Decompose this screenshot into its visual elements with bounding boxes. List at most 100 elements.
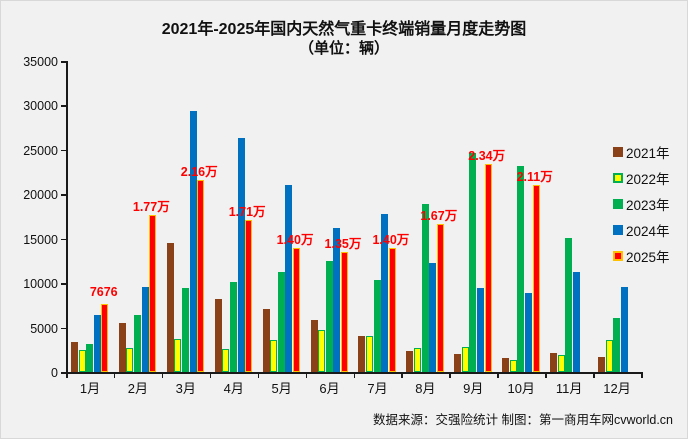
bar-2021年-7月 — [358, 336, 366, 372]
bar-2022年-7月 — [366, 335, 374, 372]
x-axis-tick — [209, 373, 212, 378]
bar-2024年-4月 — [237, 138, 245, 372]
bar-2023年-5月 — [277, 272, 285, 372]
bar-2022年-1月 — [78, 349, 86, 372]
y-axis — [66, 61, 68, 374]
x-axis — [66, 372, 643, 374]
legend-label: 2021年 — [626, 145, 670, 161]
x-axis-tick — [497, 373, 499, 378]
bar-2022年-3月 — [174, 339, 182, 372]
x-axis-tick — [545, 373, 547, 378]
data-label-3月: 2.16万 — [180, 165, 218, 180]
bar-2022年-8月 — [413, 348, 421, 372]
bar-2025年-9月 — [484, 164, 492, 372]
bar-2023年-3月 — [181, 287, 189, 372]
x-axis-category-label: 7月 — [367, 381, 388, 396]
bar-2024年-6月 — [333, 228, 341, 372]
bar-2021年-2月 — [118, 323, 126, 372]
bar-2024年-5月 — [285, 185, 293, 372]
legend-item-2023年: 2023年 — [613, 195, 670, 213]
bar-2021年-11月 — [550, 353, 558, 372]
y-axis-tick-label: 25000 — [23, 143, 58, 158]
bar-2021年-9月 — [454, 354, 462, 372]
x-axis-tick — [641, 373, 643, 378]
data-label-10月: 2.11万 — [516, 169, 553, 184]
x-axis-category-label: 2月 — [127, 381, 148, 396]
y-axis-tick — [61, 105, 66, 107]
bar-2022年-2月 — [126, 348, 134, 372]
bar-2022年-12月 — [605, 340, 613, 372]
x-axis-category-label: 1月 — [79, 381, 101, 396]
y-axis-tick — [61, 61, 66, 63]
y-axis-tick — [61, 327, 66, 330]
bar-2025年-10月 — [532, 184, 540, 372]
bar-2021年-10月 — [502, 357, 510, 372]
legend-swatch-icon — [613, 172, 623, 183]
bar-2025年-7月 — [388, 247, 396, 372]
legend-swatch-icon — [613, 250, 623, 261]
bar-2022年-4月 — [222, 348, 230, 372]
bar-2025年-6月 — [340, 252, 348, 372]
legend-label: 2022年 — [626, 171, 670, 187]
data-label-5月: 1.40万 — [276, 232, 314, 247]
bar-2022年-9月 — [461, 347, 469, 372]
y-axis-tick-label: 10000 — [23, 277, 58, 292]
bar-2024年-3月 — [189, 110, 197, 372]
bar-2023年-4月 — [229, 282, 237, 372]
bar-2025年-4月 — [245, 220, 253, 372]
chart-title: 2021年-2025年国内天然气重卡终端销量月度走势图 — [161, 21, 527, 38]
legend-label: 2025年 — [626, 249, 670, 265]
x-axis-tick — [161, 373, 164, 378]
y-axis-tick — [61, 194, 66, 196]
x-axis-tick — [305, 373, 308, 378]
bar-2024年-9月 — [477, 288, 485, 372]
bar-2025年-8月 — [436, 223, 444, 372]
x-axis-tick — [449, 373, 451, 378]
bar-2024年-2月 — [141, 286, 149, 372]
bar-2025年-3月 — [197, 180, 205, 372]
legend-item-2021年: 2021年 — [613, 143, 670, 161]
y-axis-tick-label: 30000 — [23, 99, 58, 114]
data-label-6月: 1.35万 — [324, 237, 362, 252]
bar-2021年-6月 — [310, 319, 318, 372]
legend-swatch-icon — [613, 198, 623, 209]
y-axis-tick — [61, 372, 66, 374]
bar-2023年-8月 — [421, 204, 429, 372]
data-label-7月: 1.40万 — [372, 232, 410, 247]
x-axis-tick — [593, 373, 595, 378]
y-axis-tick-label: 15000 — [23, 232, 58, 247]
legend-item-2024年: 2024年 — [613, 221, 670, 239]
bar-2021年-3月 — [166, 243, 174, 372]
x-axis-category-label: 12月 — [603, 381, 631, 396]
x-axis-category-label: 11月 — [555, 381, 583, 396]
bar-2024年-12月 — [620, 286, 628, 372]
bar-2025年-5月 — [293, 247, 301, 372]
bar-2022年-5月 — [270, 340, 278, 372]
x-axis-tick — [401, 373, 403, 378]
data-label-8月: 1.67万 — [420, 208, 458, 223]
x-axis-category-label: 10月 — [507, 381, 535, 396]
y-axis-tick — [61, 149, 66, 152]
legend-label: 2024年 — [626, 223, 670, 239]
bar-2024年-11月 — [572, 271, 580, 372]
bar-2025年-1月 — [101, 303, 109, 372]
y-axis-tick-label: 20000 — [23, 188, 58, 203]
bar-2025年-2月 — [149, 214, 157, 372]
legend-label: 2023年 — [626, 197, 670, 213]
y-axis-tick-label: 5000 — [30, 321, 58, 336]
x-axis-category-label: 4月 — [223, 381, 244, 396]
legend-item-2022年: 2022年 — [613, 169, 670, 187]
x-axis-tick — [113, 373, 116, 378]
bar-2021年-1月 — [70, 341, 78, 372]
x-axis-category-label: 8月 — [415, 381, 436, 396]
bar-2024年-10月 — [525, 292, 532, 372]
legend-swatch-icon — [613, 224, 623, 235]
bar-2023年-12月 — [613, 317, 621, 372]
bar-2024年-8月 — [429, 262, 437, 372]
y-axis-tick-label: 0 — [51, 366, 58, 380]
bar-2022年-10月 — [509, 359, 517, 372]
bar-2023年-11月 — [565, 237, 573, 372]
legend: 2021年 2022年 2023年 2024年 2025年 — [613, 143, 670, 273]
